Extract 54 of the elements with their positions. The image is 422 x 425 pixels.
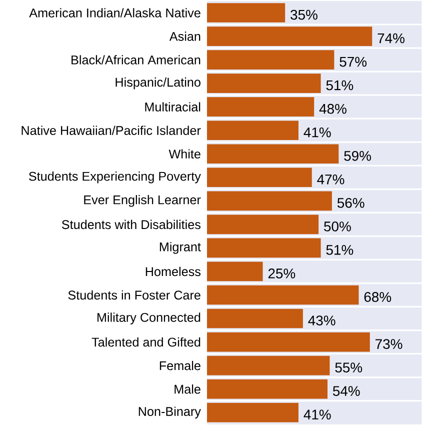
data-label: 43% [308,316,336,326]
data-label: 74% [378,33,404,44]
bar [206,191,332,211]
y-tick-label: Military Connected [98,312,200,324]
y-tick-label: Black/African American [72,55,200,64]
data-label: 47% [317,174,344,184]
y-tick-label: White [168,149,200,159]
bar [206,26,372,46]
y-tick-label: Students in Foster Care [68,290,200,300]
y-tick-label: Hispanic/Latino [116,77,200,90]
y-tick-label: Multiracial [145,102,200,112]
bar [206,74,321,93]
bar [206,97,314,117]
bar [206,379,328,399]
data-label: 59% [344,150,371,161]
y-tick-label: Female [160,360,200,370]
bar [206,332,370,352]
y-tick-label: American Indian/Alaska Native [29,8,200,18]
data-label: 54% [332,386,360,396]
bar [206,238,321,258]
bar [206,3,286,22]
y-tick-label: Students Experiencing Poverty [28,172,201,184]
y-tick-label: Non-Binary [138,406,201,418]
data-label: 51% [326,80,354,90]
y-tick-label: Talented and Gifted [92,337,200,347]
data-label: 48% [319,104,346,114]
y-tick-label: Students with Disabilities [62,220,200,230]
data-label: 56% [337,198,364,208]
data-label: 73% [376,339,402,349]
bar [206,214,319,234]
data-label: 35% [290,10,318,20]
bar [206,262,263,282]
data-label: 68% [364,292,392,302]
bar [206,402,298,422]
bar [206,50,334,70]
y-tick-label: Asian [169,32,200,41]
data-label: 55% [335,362,362,372]
y-tick-label: Migrant [160,242,201,254]
y-tick-label: Native Hawaiian/Pacific Islander [22,126,201,135]
bar [206,120,298,140]
data-label: 25% [268,268,296,278]
bar [206,168,312,188]
bar [206,308,303,328]
y-tick-label: Ever English Learner [84,195,201,207]
bar [206,356,330,376]
y-tick-label: Male [174,384,200,394]
data-label: 41% [304,127,331,138]
data-label: 50% [324,222,351,232]
data-label: 57% [340,56,367,67]
data-label: 41% [304,410,331,420]
bar [206,285,359,305]
bar [206,144,339,164]
data-label: 51% [326,245,354,255]
y-tick-label: Homeless [146,266,201,276]
